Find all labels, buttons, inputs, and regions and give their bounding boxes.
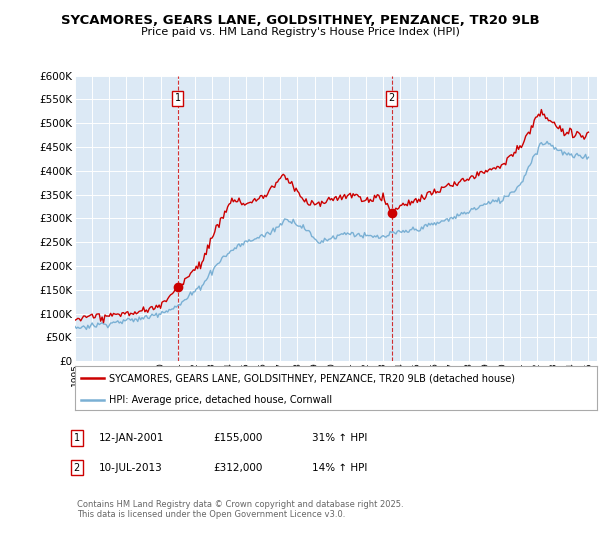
Text: 31% ↑ HPI: 31% ↑ HPI [312, 433, 367, 443]
Text: HPI: Average price, detached house, Cornwall: HPI: Average price, detached house, Corn… [109, 395, 332, 405]
Text: SYCAMORES, GEARS LANE, GOLDSITHNEY, PENZANCE, TR20 9LB (detached house): SYCAMORES, GEARS LANE, GOLDSITHNEY, PENZ… [109, 373, 515, 383]
Text: 1: 1 [74, 433, 80, 443]
Text: 14% ↑ HPI: 14% ↑ HPI [312, 463, 367, 473]
Text: 12-JAN-2001: 12-JAN-2001 [99, 433, 164, 443]
Text: 2: 2 [74, 463, 80, 473]
Text: Contains HM Land Registry data © Crown copyright and database right 2025.
This d: Contains HM Land Registry data © Crown c… [77, 500, 403, 519]
Text: 1: 1 [175, 94, 181, 104]
Text: £312,000: £312,000 [213, 463, 262, 473]
Text: 10-JUL-2013: 10-JUL-2013 [99, 463, 163, 473]
Text: SYCAMORES, GEARS LANE, GOLDSITHNEY, PENZANCE, TR20 9LB: SYCAMORES, GEARS LANE, GOLDSITHNEY, PENZ… [61, 14, 539, 27]
Text: £155,000: £155,000 [213, 433, 262, 443]
Text: Price paid vs. HM Land Registry's House Price Index (HPI): Price paid vs. HM Land Registry's House … [140, 27, 460, 37]
Text: 2: 2 [388, 94, 395, 104]
